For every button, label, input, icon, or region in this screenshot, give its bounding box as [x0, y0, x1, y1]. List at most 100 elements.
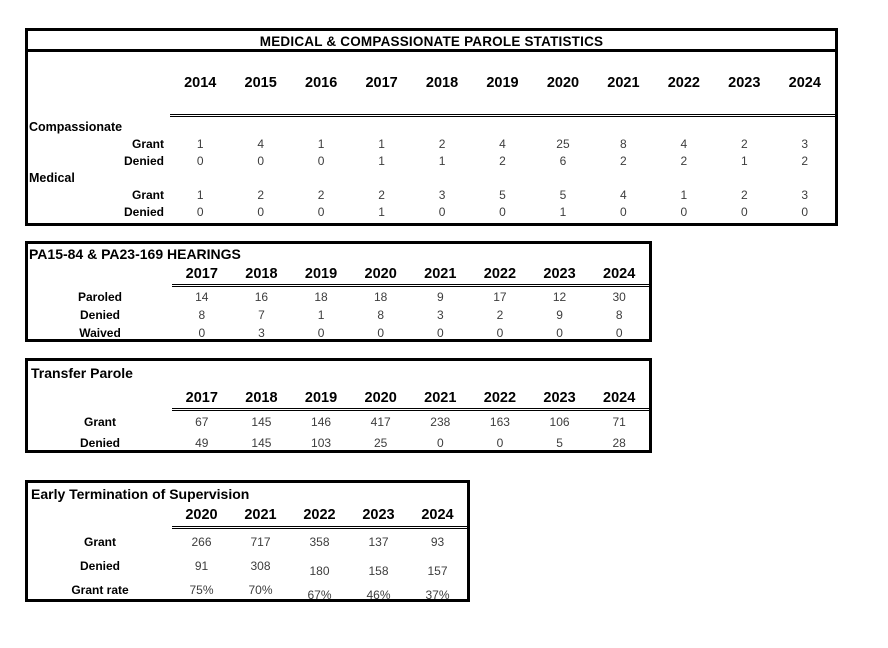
- table-row: Paroled 14 16 18 18 9 17 12 30: [28, 289, 649, 307]
- value-cell: 0: [377, 326, 385, 340]
- year-row-spacer: [28, 388, 172, 408]
- medical-compassionate-parole-table: MEDICAL & COMPASSIONATE PAROLE STATISTIC…: [25, 28, 838, 226]
- year-header: 2020: [364, 390, 397, 406]
- value-cell: 3: [801, 188, 809, 202]
- value-cell: 2: [740, 188, 748, 202]
- value-cell: 4: [680, 137, 688, 151]
- value-cell: 358: [309, 535, 330, 549]
- year-header: 2017: [185, 390, 218, 406]
- value-cell: 145: [251, 436, 272, 450]
- value-cell: 1: [196, 137, 204, 151]
- value-cell: 3: [436, 308, 444, 322]
- value-cell: 14: [195, 290, 209, 304]
- value-cell: 16: [254, 290, 269, 304]
- value-cell: 1: [378, 154, 385, 168]
- value-cell: 12: [552, 290, 567, 304]
- year-header: 2021: [607, 75, 640, 91]
- value-cell: 2: [499, 154, 506, 168]
- year-header: 2018: [245, 266, 278, 282]
- value-cell: 146: [311, 415, 332, 429]
- table-row: Grant 266 717 358 137 93: [28, 533, 467, 557]
- value-cell: 0: [496, 326, 504, 340]
- value-cell: 0: [317, 205, 325, 219]
- value-cell: 7: [258, 308, 265, 322]
- table-row: Denied 0 0 0 1 0 0 1 0 0 0 0: [28, 204, 835, 221]
- transfer-parole-table: Transfer Parole 2017 2018 2019 2020 2021 2022…: [25, 358, 652, 453]
- table-row: Grant 1 2 2 2 3 5 5 4 1 2 3: [28, 187, 835, 204]
- value-cell: 2: [620, 154, 627, 168]
- table-row: Denied 49 145 103 25 0 0 5 28: [28, 436, 649, 457]
- value-cell: 5: [556, 436, 563, 450]
- value-cell: 103: [311, 436, 332, 450]
- table-title: PA15-84 & PA23-169 HEARINGS: [29, 246, 241, 262]
- table-title: Early Termination of Supervision: [31, 486, 250, 502]
- table-title: MEDICAL & COMPASSIONATE PAROLE STATISTIC…: [28, 31, 835, 52]
- value-cell: 266: [191, 535, 212, 549]
- year-header: 2020: [364, 266, 397, 282]
- value-cell: 0: [438, 205, 446, 219]
- table-rows: Grant 67 145 146 417 238 163 106 71 Denied 49 145 10…: [28, 411, 649, 457]
- row-label: Denied: [79, 436, 120, 450]
- value-cell: 2: [378, 188, 385, 202]
- year-header: 2021: [244, 507, 277, 523]
- value-cell: 17: [493, 290, 507, 304]
- year-header: 2018: [425, 75, 459, 91]
- value-cell: 2: [496, 308, 504, 322]
- year-header: 2024: [603, 266, 636, 282]
- value-cell: 2: [317, 188, 325, 202]
- table-row: Denied 8 7 1 8 3 2 9 8: [28, 307, 649, 325]
- value-cell: 30: [612, 290, 626, 304]
- value-cell: 3: [258, 326, 265, 340]
- value-cell: 0: [317, 326, 325, 340]
- value-cell: 4: [499, 137, 506, 151]
- row-label: Grant: [131, 188, 164, 202]
- year-header: 2015: [244, 75, 277, 91]
- double-rule: [172, 284, 649, 287]
- value-cell: 28: [612, 436, 626, 450]
- year-header: 2024: [421, 507, 454, 523]
- value-cell: 1: [740, 154, 748, 168]
- value-cell: 8: [615, 308, 623, 322]
- table-row: Grant 1 4 1 1 2 4 25 8 4 2 3: [28, 136, 835, 153]
- table-rows: Paroled 14 16 18 18 9 17 12 30 Denied 8 7 1 8 3 2 9 8 Waiv…: [28, 287, 649, 343]
- value-cell: 308: [250, 559, 271, 573]
- value-cell: 67%: [307, 588, 332, 602]
- value-cell: 0: [257, 154, 265, 168]
- value-cell: 0: [436, 436, 444, 450]
- value-cell: 1: [196, 188, 204, 202]
- value-cell: 1: [559, 205, 567, 219]
- value-cell: 0: [317, 154, 325, 168]
- value-cell: 2: [257, 188, 265, 202]
- value-cell: 238: [430, 415, 451, 429]
- value-cell: 4: [257, 137, 265, 151]
- year-header: 2016: [305, 75, 338, 91]
- year-header: 2023: [362, 507, 395, 523]
- year-header: 2022: [483, 390, 517, 406]
- double-rule: [172, 408, 649, 411]
- value-cell: 5: [499, 188, 506, 202]
- row-label: Denied: [79, 308, 120, 322]
- value-cell: 91: [194, 559, 209, 573]
- value-cell: 0: [499, 205, 506, 219]
- year-header: 2023: [728, 75, 761, 91]
- year-header: 2019: [486, 75, 519, 91]
- row-label: Denied: [79, 559, 120, 573]
- value-cell: 0: [615, 326, 623, 340]
- value-cell: 3: [438, 188, 446, 202]
- value-cell: 8: [377, 308, 385, 322]
- value-cell: 0: [436, 326, 444, 340]
- value-cell: 0: [196, 154, 204, 168]
- group-label: Compassionate: [29, 120, 123, 134]
- value-cell: 0: [496, 436, 504, 450]
- early-termination-table: Early Termination of Supervision 2020 202…: [25, 480, 470, 602]
- value-cell: 137: [368, 535, 389, 549]
- year-header: 2023: [543, 390, 576, 406]
- table-row: Grant rate 75% 70% 67% 46% 37%: [28, 581, 467, 605]
- row-label: Denied: [123, 205, 164, 219]
- value-cell: 0: [257, 205, 265, 219]
- year-header: 2019: [304, 266, 338, 282]
- value-cell: 0: [680, 205, 688, 219]
- value-cell: 49: [195, 436, 209, 450]
- year-row-spacer: [28, 505, 172, 526]
- value-cell: 9: [436, 290, 444, 304]
